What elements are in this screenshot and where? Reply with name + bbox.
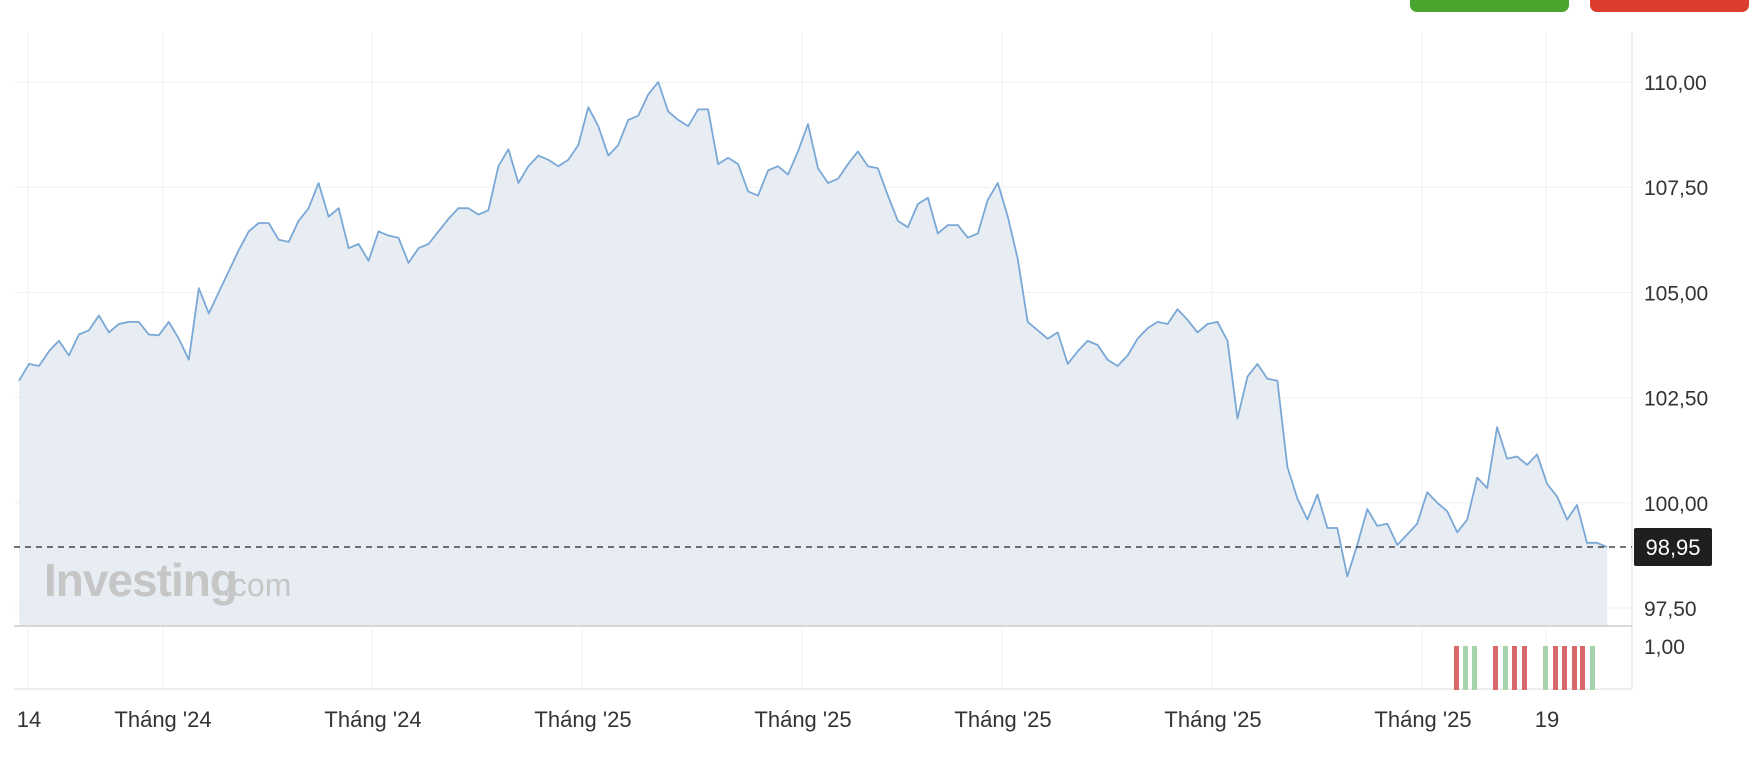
- current-price-box: [1634, 527, 1712, 566]
- volume-bar: [1503, 646, 1508, 690]
- volume-bar: [1522, 646, 1527, 690]
- current-price-tag: 98,95: [1634, 527, 1712, 566]
- watermark-brand: Investing: [44, 554, 237, 606]
- volume-bar: [1454, 646, 1459, 690]
- volume-axis-label: 1,00: [1644, 636, 1685, 659]
- y-tick-label: 100,00: [1644, 493, 1708, 516]
- volume-bar: [1512, 646, 1517, 690]
- current-price-label: 98,95: [1645, 535, 1700, 560]
- price-area: [19, 82, 1607, 626]
- x-tick-label: Tháng '25: [534, 707, 631, 732]
- volume-bar: [1562, 646, 1567, 690]
- volume-bar: [1472, 646, 1477, 690]
- y-tick-label: 110,00: [1644, 72, 1707, 95]
- volume-bar: [1580, 646, 1585, 690]
- x-tick-label: Tháng '24: [324, 707, 421, 732]
- volume-bar: [1553, 646, 1558, 690]
- x-axis-ticks: 14 Tháng '24 Tháng '24 Tháng '25 Tháng '25 Th…: [17, 707, 1559, 732]
- x-tick-label: Tháng '24: [114, 707, 211, 732]
- watermark-suffix: .com: [222, 567, 291, 603]
- volume-bars: [1454, 646, 1595, 690]
- y-tick-label: 102,50: [1644, 388, 1708, 411]
- volume-bar: [1590, 646, 1595, 690]
- y-tick-label: 107,50: [1644, 177, 1708, 200]
- sell-button[interactable]: [1590, 0, 1749, 12]
- y-tick-label: 97,50: [1644, 598, 1697, 621]
- buy-button[interactable]: [1410, 0, 1569, 12]
- investing-watermark: Investing .com: [44, 554, 291, 606]
- volume-bar: [1572, 646, 1577, 690]
- x-tick-label: 19: [1535, 707, 1559, 732]
- x-tick-label: Tháng '25: [954, 707, 1051, 732]
- x-tick-label: 14: [17, 707, 41, 732]
- volume-bar: [1493, 646, 1498, 690]
- volume-bar: [1463, 646, 1468, 690]
- y-axis-ticks: 110,00 107,50 105,00 102,50 100,00 97,50: [1644, 72, 1708, 621]
- price-line: [18, 81, 1608, 578]
- x-tick-label: Tháng '25: [1374, 707, 1471, 732]
- y-tick-label: 105,00: [1644, 282, 1708, 305]
- x-tick-label: Tháng '25: [1164, 707, 1261, 732]
- x-tick-label: Tháng '25: [754, 707, 851, 732]
- volume-bar: [1543, 646, 1548, 690]
